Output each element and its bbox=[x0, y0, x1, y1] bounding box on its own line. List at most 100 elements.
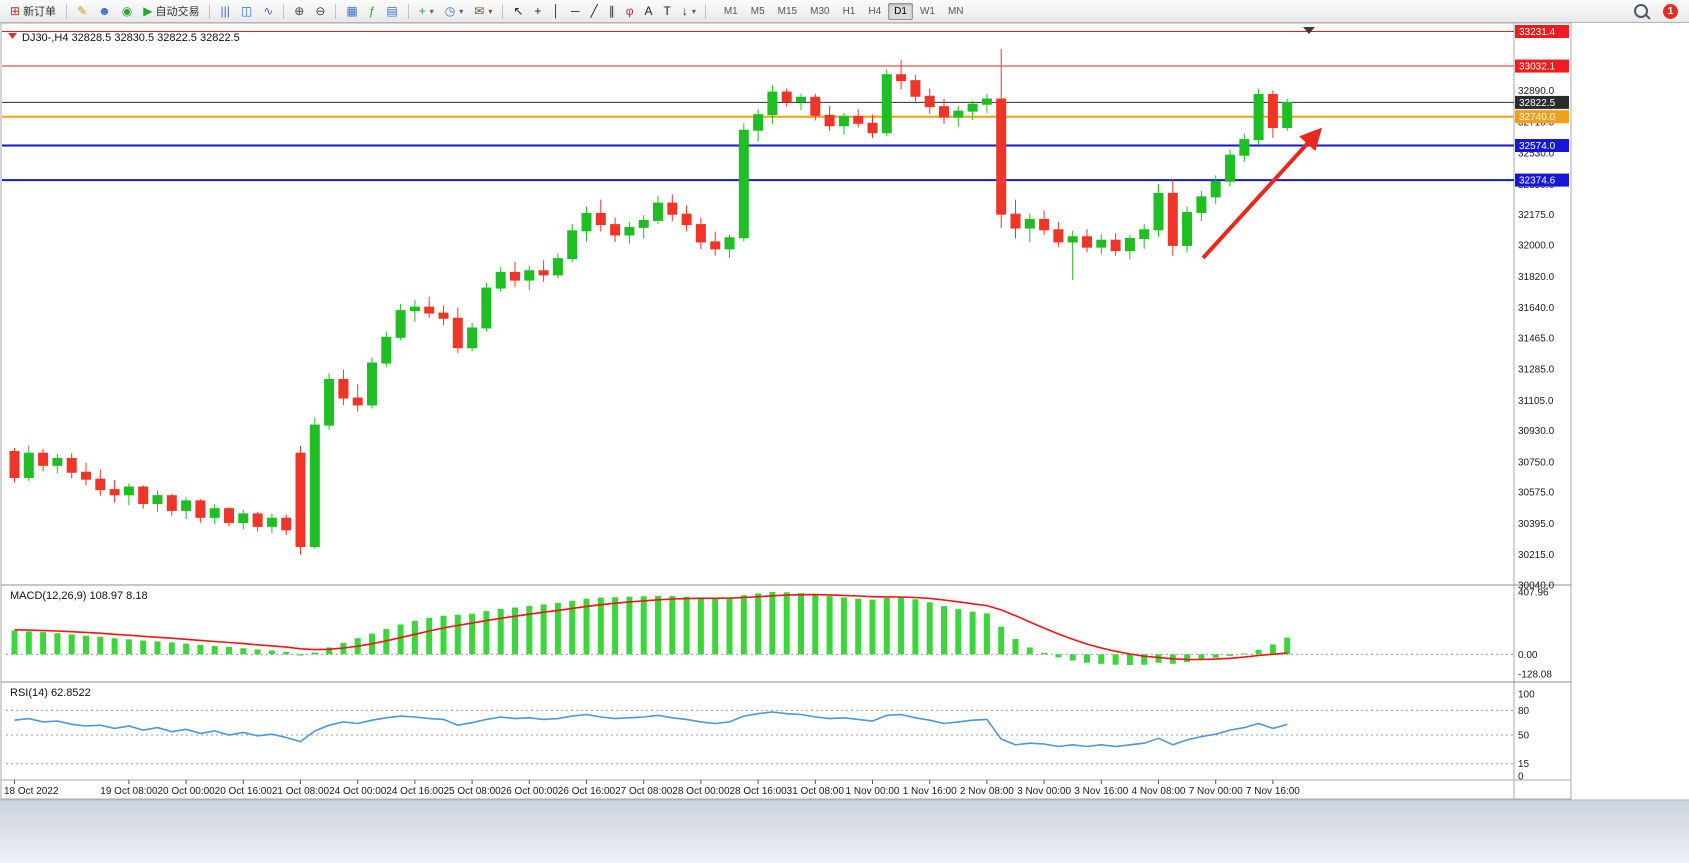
notification-badge[interactable]: 1 bbox=[1663, 3, 1678, 19]
time-axis[interactable]: 18 Oct 2022 19 Oct 08:00 20 Oct 00:00 20 Oc… bbox=[4, 780, 1300, 797]
macd-label: MACD(12,26,9) 108.97 8.18 bbox=[10, 590, 148, 602]
toolbar-separator bbox=[502, 3, 504, 19]
dropdown-caret-icon: ▾ bbox=[429, 6, 434, 16]
line-chart-icon: ∿ bbox=[263, 4, 274, 18]
add-indicator-icon: + bbox=[418, 4, 426, 18]
metaeditor-icon: ✎ bbox=[77, 4, 88, 18]
candle-down bbox=[710, 241, 721, 250]
rsi-tick-label: 0 bbox=[1518, 772, 1524, 783]
horizontal-line-icon: ─ bbox=[570, 4, 580, 18]
dropdown-caret-icon: ▾ bbox=[459, 6, 464, 16]
candle-up bbox=[738, 129, 749, 239]
candle-up bbox=[967, 103, 978, 112]
time-tick-label: 18 Oct 2022 bbox=[4, 786, 59, 797]
price-tick-label: 31465.0 bbox=[1518, 333, 1555, 344]
candle-down bbox=[424, 306, 435, 314]
timeframe-m30-button[interactable]: M30 bbox=[810, 5, 830, 17]
candle-up bbox=[152, 495, 163, 504]
line-chart-button[interactable]: ∿ bbox=[258, 0, 278, 22]
candle-up bbox=[1024, 218, 1035, 229]
candle-up bbox=[467, 327, 478, 349]
timeframe-w1-button[interactable]: W1 bbox=[919, 5, 935, 17]
candle-down bbox=[996, 98, 1007, 215]
candle-up bbox=[1124, 237, 1135, 252]
candle-down bbox=[1053, 229, 1064, 243]
price-badge-value: 33231.4 bbox=[1519, 27, 1556, 38]
price-tick-label: 31820.0 bbox=[1518, 272, 1555, 283]
price-tick-label: 31285.0 bbox=[1518, 365, 1555, 376]
indicators-button[interactable]: ƒ bbox=[364, 0, 381, 22]
templates-button[interactable]: ✉ ▾ bbox=[469, 0, 497, 22]
text-label-button[interactable]: T bbox=[658, 0, 675, 22]
candle-up bbox=[767, 91, 778, 116]
channel-button[interactable]: ∥ bbox=[604, 0, 620, 22]
candle-up bbox=[1153, 192, 1164, 231]
candle-up bbox=[238, 513, 249, 524]
cursor-button[interactable]: ↖ bbox=[508, 0, 528, 22]
autotrading-button-label: 自动交易 bbox=[155, 6, 200, 18]
candle-up bbox=[953, 110, 964, 118]
candle-up bbox=[581, 212, 592, 232]
timeframe-m1-button[interactable]: M1 bbox=[723, 5, 738, 17]
refresh-button[interactable]: ◉ bbox=[117, 0, 137, 22]
horizontal-line-button[interactable]: ─ bbox=[566, 0, 585, 22]
time-tick-label: 20 Oct 16:00 bbox=[215, 786, 273, 797]
candle-down bbox=[867, 122, 878, 134]
trend-arrow[interactable] bbox=[1201, 127, 1323, 260]
toolbar-separator bbox=[407, 3, 409, 19]
crosshair-button[interactable]: + bbox=[529, 0, 546, 22]
trendline-icon: ╱ bbox=[590, 4, 598, 18]
candle-down bbox=[166, 495, 177, 511]
tile-windows-button[interactable]: ▦ bbox=[341, 0, 362, 22]
macd-signal-line bbox=[14, 593, 1288, 661]
toolbar-separator bbox=[704, 3, 706, 19]
autotrading-button[interactable]: ▶ 自动交易 bbox=[138, 0, 204, 22]
timeframe-d1-button[interactable]: D1 bbox=[888, 2, 913, 20]
timeframe-h4-button[interactable]: H4 bbox=[868, 5, 882, 17]
text-button[interactable]: A bbox=[639, 0, 657, 22]
candle-up bbox=[567, 230, 578, 260]
bar-chart-button[interactable]: ||| bbox=[215, 0, 234, 22]
price-badge bbox=[1515, 173, 1569, 187]
objects-list-button[interactable]: ▤ bbox=[381, 0, 402, 22]
scroll-to-end-marker[interactable] bbox=[1303, 27, 1315, 34]
timeframe-mn-button[interactable]: MN bbox=[947, 5, 964, 17]
chart-canvas[interactable]: 32890.032710.032530.032350.032175.032000… bbox=[0, 22, 1689, 863]
search-button[interactable] bbox=[1629, 0, 1653, 22]
add-indicator-button[interactable]: + ▾ bbox=[414, 0, 439, 22]
candle-up bbox=[796, 96, 806, 102]
price-level-lines[interactable] bbox=[2, 30, 1514, 182]
candle-down bbox=[9, 450, 20, 478]
fibonacci-button[interactable]: φ bbox=[621, 0, 639, 22]
chart-ohlc-title: DJ30-,H4 32828.5 32830.5 32822.5 32822.5 bbox=[22, 32, 240, 44]
toolbar-right: 1 bbox=[1629, 0, 1684, 22]
price-badges: 33231.4 33032.1 32822.5 32740.0 32574.0 32374… bbox=[1515, 24, 1569, 187]
timeframe-h1-button[interactable]: H1 bbox=[842, 5, 856, 17]
community-button[interactable]: ☻ bbox=[93, 0, 116, 22]
text-icon: A bbox=[644, 4, 653, 18]
time-tick-label: 28 Oct 00:00 bbox=[672, 786, 730, 797]
status-bar bbox=[0, 800, 1689, 863]
timeframe-m5-button[interactable]: M5 bbox=[750, 5, 765, 17]
new-order-button[interactable]: ⊞ 新订单 bbox=[5, 0, 61, 22]
time-tick-label: 21 Oct 08:00 bbox=[272, 786, 330, 797]
candlestick-chart-icon: ◫ bbox=[240, 4, 253, 18]
candle-down bbox=[66, 457, 77, 473]
toolbar-separator bbox=[209, 3, 211, 19]
timeframe-m15-button[interactable]: M15 bbox=[777, 5, 798, 17]
zoom-out-button[interactable]: ⊖ bbox=[310, 0, 330, 22]
candlestick-chart-button[interactable]: ◫ bbox=[236, 0, 257, 22]
periods-button[interactable]: ◷ ▾ bbox=[440, 0, 469, 22]
candle-down bbox=[1267, 94, 1278, 128]
price-tick-label: 30750.0 bbox=[1518, 457, 1555, 468]
macd-panel: 407.96 0.00 -128.08 bbox=[6, 587, 1552, 680]
rsi-tick-label: 15 bbox=[1518, 759, 1530, 770]
dropdown-caret-icon: ▾ bbox=[691, 6, 696, 16]
candle-up bbox=[1253, 94, 1264, 141]
metaeditor-button[interactable]: ✎ bbox=[72, 0, 92, 22]
zoom-in-button[interactable]: ⊕ bbox=[289, 0, 309, 22]
trendline-button[interactable]: ╱ bbox=[585, 0, 602, 22]
arrows-button[interactable]: ↓ ▾ bbox=[677, 0, 701, 22]
vertical-line-button[interactable]: │ bbox=[547, 0, 565, 22]
candle-down bbox=[1110, 239, 1121, 252]
